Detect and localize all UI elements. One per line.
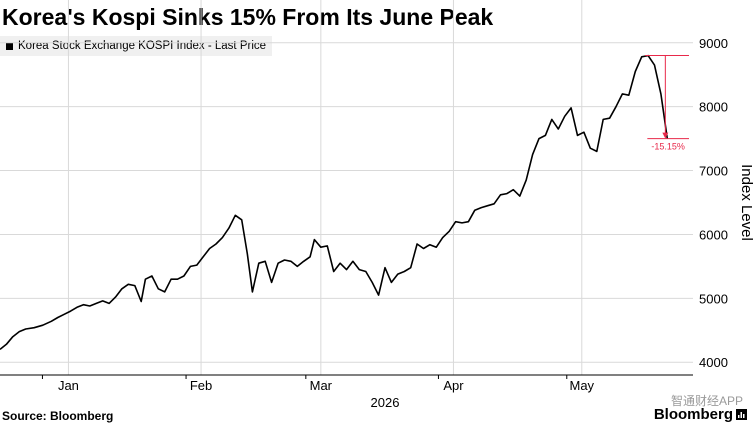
x-tick-label: May <box>569 378 594 393</box>
y-tick-label: 7000 <box>699 164 728 179</box>
watermark: 智通财经APP <box>670 394 743 408</box>
x-year-label: 2026 <box>371 395 400 410</box>
x-tick-label: Jan <box>58 378 79 393</box>
annotation-label: -15.15% <box>651 142 685 152</box>
y-tick-label: 9000 <box>699 36 728 51</box>
bloomberg-bars-icon <box>736 409 747 420</box>
y-tick-label: 5000 <box>699 291 728 306</box>
bloomberg-logo: Bloomberg <box>653 406 733 423</box>
y-axis-label: Index Level <box>738 164 755 241</box>
source-credit: Source: Bloomberg <box>2 409 114 423</box>
chart-title: Korea's Kospi Sinks 15% From Its June Pe… <box>2 4 494 30</box>
x-tick-label: Feb <box>190 378 212 393</box>
y-tick-label: 6000 <box>699 227 728 242</box>
x-tick-label: Apr <box>443 378 464 393</box>
series-line <box>0 54 669 351</box>
y-tick-label: 4000 <box>699 355 728 370</box>
y-tick-label: 8000 <box>699 100 728 115</box>
x-tick-label: Mar <box>310 378 333 393</box>
annotation-arrowhead <box>662 132 669 139</box>
legend-swatch <box>6 42 13 50</box>
